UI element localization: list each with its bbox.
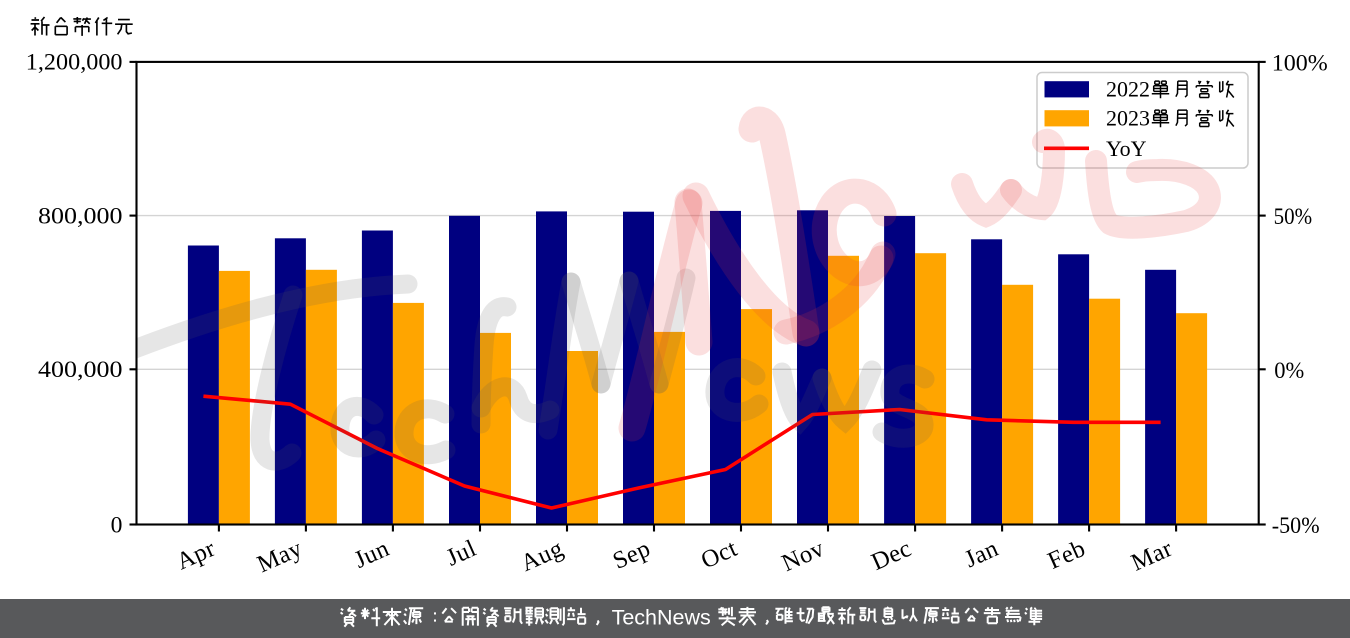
svg-text:2023: 2023 [1106, 106, 1150, 131]
svg-text:800,000: 800,000 [38, 203, 123, 229]
svg-text:TechNews: TechNews [612, 605, 711, 629]
svg-text:YoY: YoY [1106, 136, 1147, 161]
svg-text:100%: 100% [1272, 50, 1328, 76]
svg-text:1,200,000: 1,200,000 [26, 50, 123, 76]
svg-text:0%: 0% [1274, 358, 1304, 384]
svg-text:0: 0 [111, 512, 123, 538]
svg-text:50%: 50% [1274, 204, 1313, 230]
svg-text:2022: 2022 [1106, 77, 1150, 102]
svg-text:400,000: 400,000 [38, 357, 123, 383]
svg-text:-50%: -50% [1272, 513, 1320, 539]
